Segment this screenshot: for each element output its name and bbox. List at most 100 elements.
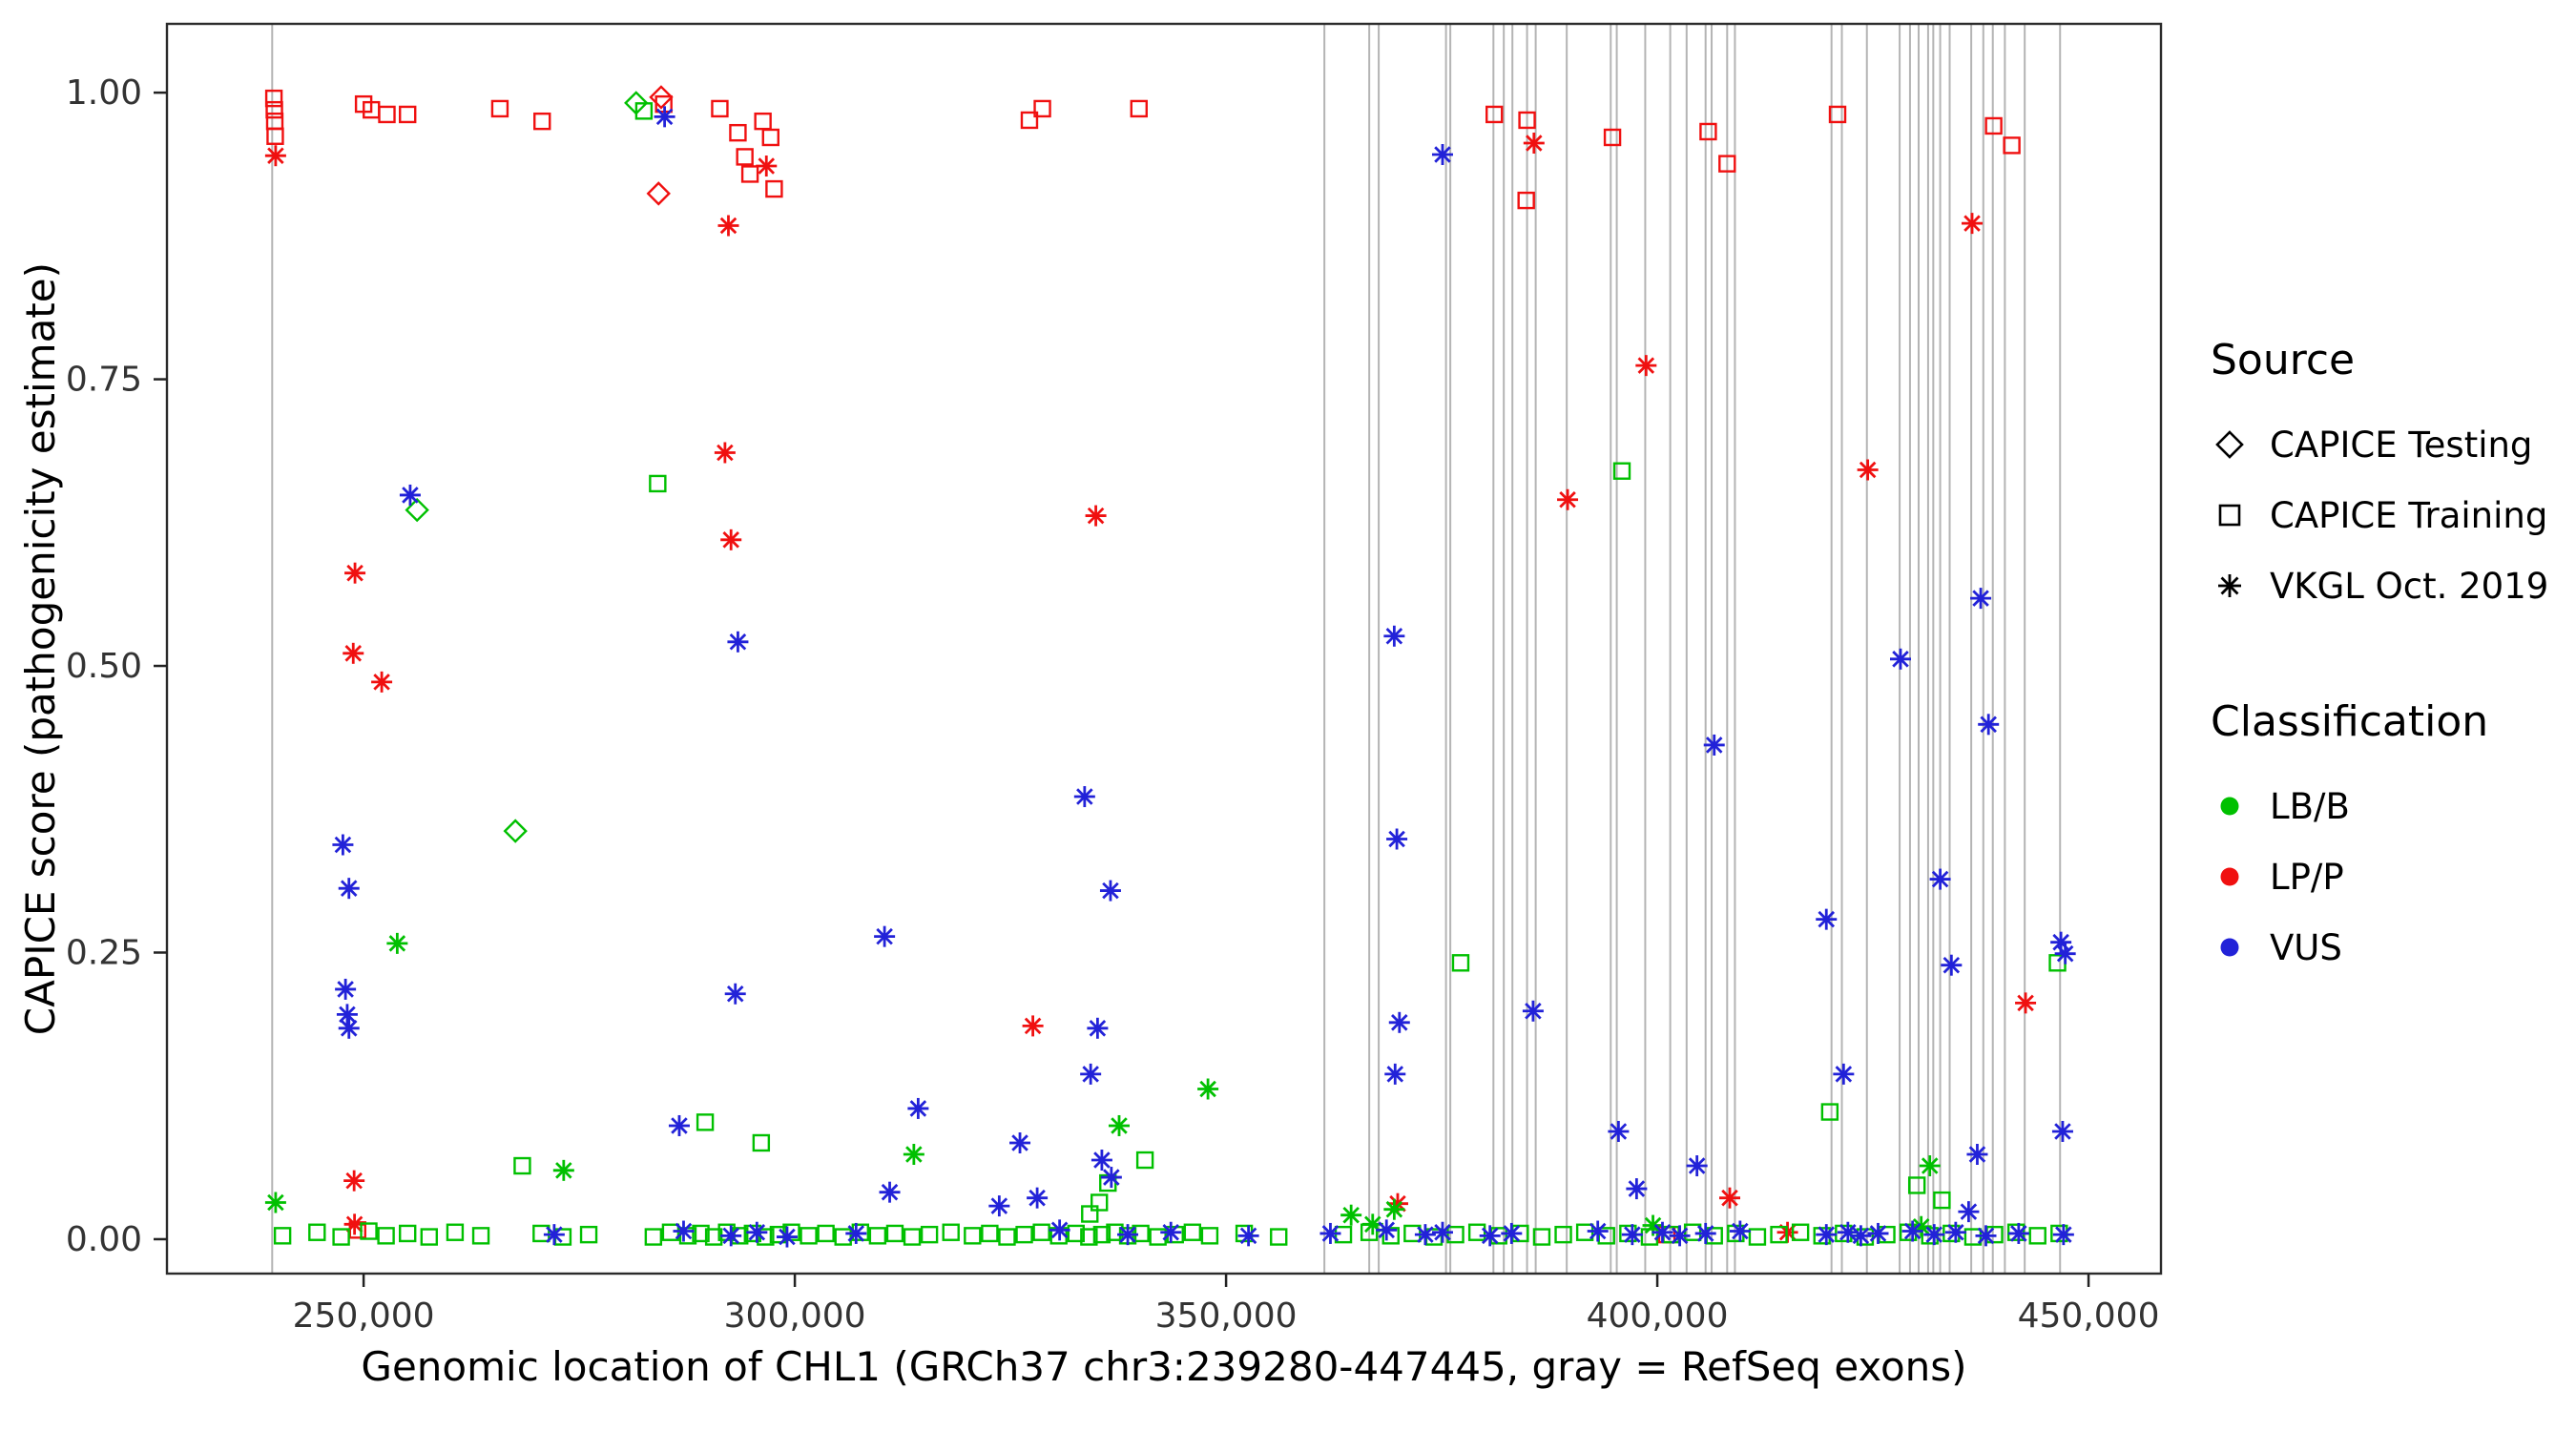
asterisk-arm xyxy=(722,1227,739,1245)
data-point-asterisk xyxy=(343,1170,365,1192)
data-point-square xyxy=(420,1228,439,1246)
data-point-square xyxy=(885,1224,904,1243)
asterisk-arm xyxy=(373,674,390,691)
data-point-asterisk xyxy=(720,529,742,550)
asterisk-arm xyxy=(2017,994,2034,1012)
asterisk-arm xyxy=(1028,1189,1046,1207)
data-point-square xyxy=(942,1223,960,1241)
legend-item-capice-training: CAPICE Training xyxy=(2209,480,2571,550)
legend-item-label: CAPICE Training xyxy=(2270,494,2548,536)
data-point-square xyxy=(1015,1225,1033,1244)
data-point-asterisk xyxy=(1941,954,1963,976)
asterisk-arm xyxy=(546,1226,563,1243)
asterisk-arm xyxy=(779,1228,796,1246)
asterisk-arm xyxy=(267,1193,284,1212)
data-point-asterisk xyxy=(1919,1155,1941,1177)
asterisk-arm xyxy=(1024,1017,1042,1035)
legend-item-lpp: LP/P xyxy=(2209,841,2571,912)
asterisk-arm xyxy=(334,836,352,854)
data-point-asterisk xyxy=(1857,459,1879,481)
data-point-square xyxy=(579,1225,598,1244)
data-point-square xyxy=(1360,1223,1379,1241)
data-point-square xyxy=(736,148,754,166)
asterisk-arm xyxy=(1321,1225,1340,1242)
data-point-asterisk xyxy=(543,1224,565,1246)
legend-source-title: Source xyxy=(2211,336,2356,384)
data-point-asterisk xyxy=(1237,1225,1259,1247)
data-point-asterisk xyxy=(2051,1120,2073,1142)
asterisk-arm xyxy=(1087,507,1105,525)
x-tick-label: 350,000 xyxy=(1155,1296,1298,1336)
data-point-asterisk xyxy=(264,1192,286,1213)
data-point-square xyxy=(1907,1176,1926,1194)
data-point-asterisk xyxy=(1850,1225,1872,1247)
asterisk-arm xyxy=(847,1225,865,1242)
data-point-square xyxy=(964,1227,982,1245)
data-point-square xyxy=(1820,1103,1839,1121)
asterisk-arm xyxy=(726,985,744,1003)
asterisk-arm xyxy=(1417,1226,1434,1243)
data-point-square xyxy=(765,179,783,198)
asterisk-arm xyxy=(1199,1080,1216,1098)
data-point-square xyxy=(1485,105,1504,124)
data-point-asterisk xyxy=(2007,1222,2029,1244)
data-point-asterisk xyxy=(336,1004,358,1026)
data-point-square xyxy=(868,1227,887,1245)
asterisk-arm xyxy=(1942,956,1961,974)
data-point-square xyxy=(1791,1223,1810,1241)
data-point-asterisk xyxy=(1386,828,1408,850)
data-point-asterisk xyxy=(776,1226,798,1248)
data-point-square xyxy=(1080,1228,1098,1246)
data-point-square xyxy=(1518,111,1536,130)
data-point-square xyxy=(1091,1193,1109,1212)
data-point-square xyxy=(800,1227,818,1245)
asterisk-arm xyxy=(1391,1014,1408,1031)
asterisk-arm xyxy=(1050,1221,1069,1239)
data-point-square xyxy=(273,1227,292,1245)
asterisk-arm xyxy=(881,1183,899,1201)
asterisk-arm xyxy=(1434,146,1451,163)
data-point-square xyxy=(696,1113,715,1131)
data-point-asterisk xyxy=(1431,1221,1453,1243)
data-point-asterisk xyxy=(1889,648,1911,670)
y-axis-title-wrap: CAPICE score (pathogenicity estimate) xyxy=(17,24,64,1274)
data-point-square xyxy=(533,112,551,131)
asterisk-arm xyxy=(267,147,284,164)
data-point-asterisk xyxy=(1621,1224,1643,1246)
data-point-square xyxy=(2028,1227,2046,1245)
data-point-square xyxy=(752,1133,771,1152)
asterisk-arm xyxy=(1972,590,1989,607)
data-point-asterisk xyxy=(654,106,675,128)
red-dot-icon xyxy=(2220,867,2239,886)
data-point-square xyxy=(446,1223,465,1241)
data-point-asterisk xyxy=(1944,1221,1966,1243)
data-point-square xyxy=(332,1228,350,1246)
data-point-asterisk xyxy=(1100,1167,1122,1189)
data-point-square xyxy=(1451,954,1470,972)
data-point-square xyxy=(1020,111,1039,130)
data-point-asterisk xyxy=(1009,1131,1031,1153)
data-point-square xyxy=(1135,1151,1154,1170)
data-point-square xyxy=(1554,1225,1572,1244)
legend-item-vus: VUS xyxy=(2209,912,2571,983)
data-point-asterisk xyxy=(1975,1225,1997,1247)
data-point-square xyxy=(711,99,729,118)
legend-item-label: VKGL Oct. 2019 xyxy=(2270,565,2549,607)
x-axis-title: Genomic location of CHL1 (GRCh37 chr3:23… xyxy=(361,1343,1967,1390)
data-point-asterisk xyxy=(1479,1225,1501,1247)
data-point-asterisk xyxy=(1022,1015,1044,1037)
data-point-asterisk xyxy=(1388,1011,1410,1033)
asterisk-arm xyxy=(1119,1226,1136,1243)
data-point-asterisk xyxy=(1816,908,1838,930)
asterisk-arm xyxy=(990,1197,1008,1214)
data-point-asterisk xyxy=(1694,1222,1716,1244)
data-point-square xyxy=(1183,1223,1202,1241)
asterisk-arm xyxy=(1503,1225,1521,1242)
asterisk-arm xyxy=(1637,357,1655,374)
data-point-square xyxy=(513,1156,531,1175)
data-point-square xyxy=(1718,155,1736,173)
asterisk-arm xyxy=(905,1146,923,1163)
asterisk-arm xyxy=(2055,1226,2072,1243)
data-point-asterisk xyxy=(1608,1120,1630,1142)
